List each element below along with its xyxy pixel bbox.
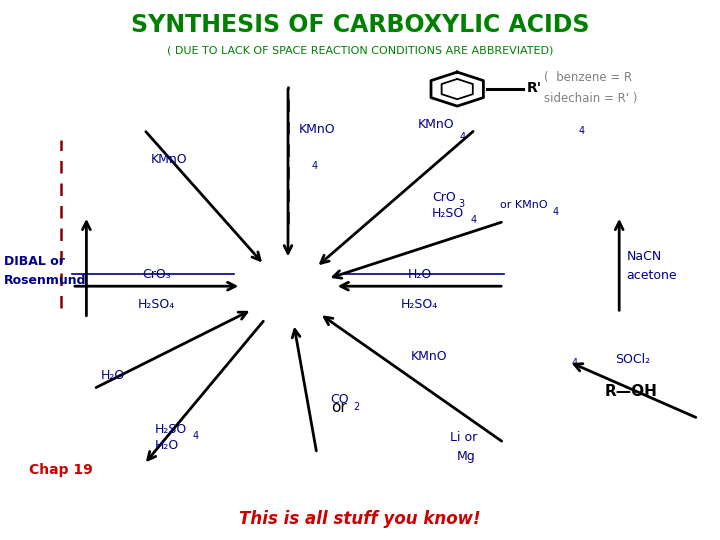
Text: This is all stuff you know!: This is all stuff you know! — [239, 510, 481, 529]
Text: Rosenmund: Rosenmund — [4, 274, 86, 287]
Text: 4: 4 — [552, 207, 559, 217]
Text: CrO: CrO — [432, 191, 456, 204]
Text: CO: CO — [330, 393, 348, 406]
Text: 2: 2 — [354, 402, 360, 411]
Text: KMnO: KMnO — [418, 118, 454, 131]
Text: 4: 4 — [312, 161, 318, 171]
Text: 3: 3 — [459, 199, 465, 209]
Text: R': R' — [527, 81, 542, 95]
Text: H₂SO: H₂SO — [155, 423, 187, 436]
Text: SOCl₂: SOCl₂ — [616, 353, 651, 366]
Text: KMnO: KMnO — [151, 153, 188, 166]
Text: H₂O: H₂O — [155, 439, 179, 452]
Text: (  benzene = R: ( benzene = R — [544, 71, 631, 84]
Text: Li or: Li or — [450, 431, 477, 444]
Text: Mg: Mg — [457, 450, 476, 463]
Text: or: or — [331, 400, 347, 415]
Text: 4: 4 — [471, 215, 477, 225]
Text: H₂SO₄: H₂SO₄ — [138, 298, 175, 311]
Text: H₂O: H₂O — [101, 369, 125, 382]
Text: CrO₃: CrO₃ — [143, 268, 171, 281]
Text: H₂SO₄: H₂SO₄ — [401, 298, 438, 311]
Text: KMnO: KMnO — [410, 350, 447, 363]
Text: R—OH: R—OH — [605, 384, 657, 399]
Text: Chap 19: Chap 19 — [29, 463, 93, 477]
Text: NaCN: NaCN — [626, 250, 662, 263]
Text: KMnO: KMnO — [299, 123, 336, 136]
Text: acetone: acetone — [626, 269, 677, 282]
Text: 4: 4 — [578, 126, 585, 136]
Text: or KMnO: or KMnO — [500, 200, 548, 210]
Text: 4: 4 — [192, 431, 199, 441]
Text: H₂SO: H₂SO — [432, 207, 464, 220]
Text: ( DUE TO LACK OF SPACE REACTION CONDITIONS ARE ABBREVIATED): ( DUE TO LACK OF SPACE REACTION CONDITIO… — [167, 46, 553, 56]
Text: 4: 4 — [459, 132, 466, 141]
Text: DIBAL or: DIBAL or — [4, 255, 65, 268]
Text: sidechain = R' ): sidechain = R' ) — [544, 92, 637, 105]
Text: SYNTHESIS OF CARBOXYLIC ACIDS: SYNTHESIS OF CARBOXYLIC ACIDS — [131, 14, 589, 37]
Text: H₂O: H₂O — [408, 268, 431, 281]
Text: 4: 4 — [571, 359, 577, 368]
